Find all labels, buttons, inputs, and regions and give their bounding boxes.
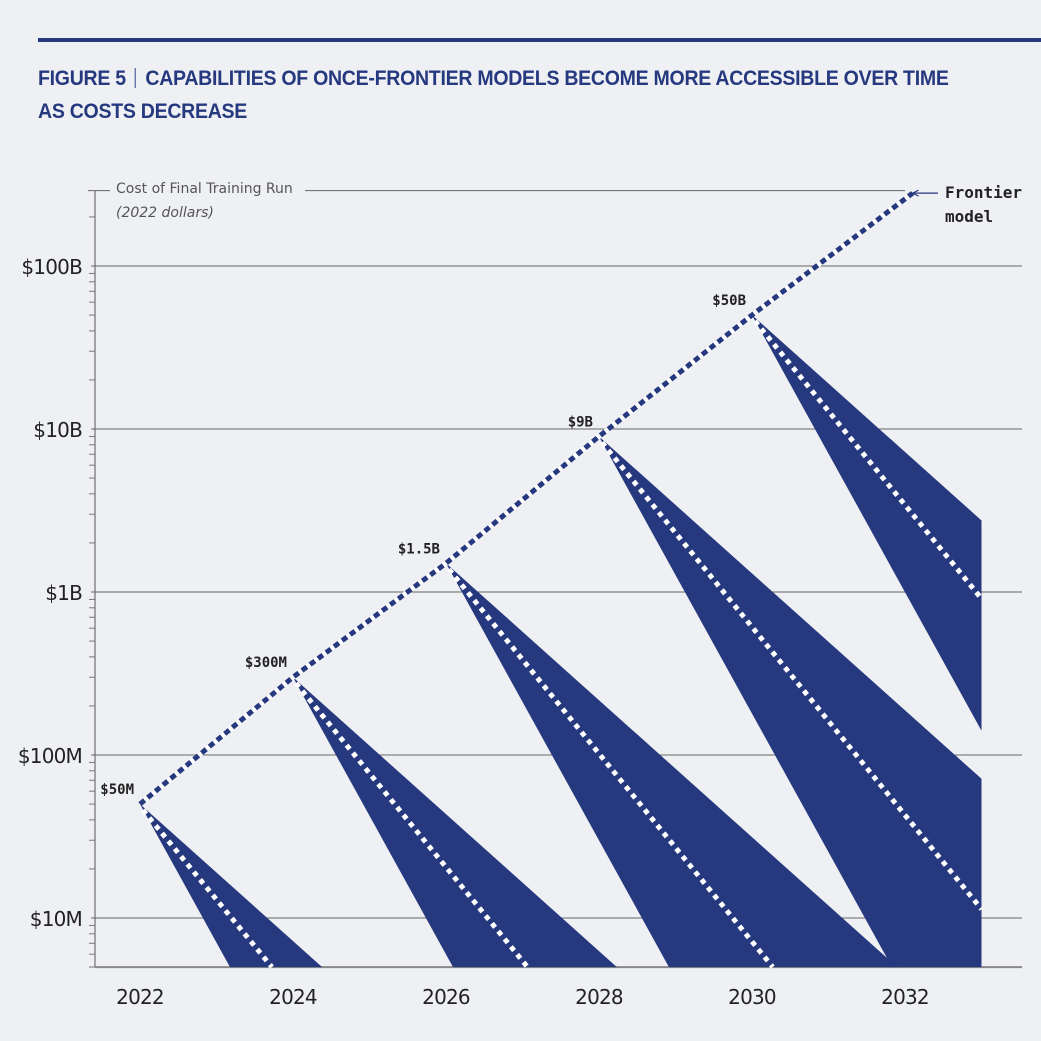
x-tick-label: 2022	[116, 985, 164, 1009]
y-axis-sublabel: (2022 dollars)	[116, 205, 214, 221]
x-tick-label: 2024	[269, 985, 317, 1009]
title-line2: AS COSTS DECREASE	[38, 100, 248, 123]
y-tick-label: $10B	[33, 418, 82, 442]
frontier-legend-line2: model	[945, 207, 993, 226]
frontier-legend-line1: Frontier	[945, 183, 1022, 202]
cost-decline-cone	[599, 436, 982, 968]
top-rule	[38, 38, 1041, 42]
cone-central-dotted-line	[600, 440, 984, 911]
cost-decline-cone	[752, 315, 982, 731]
x-tick-label: 2032	[881, 985, 929, 1009]
frontier-point-label: $9B	[568, 414, 593, 430]
cost-decline-cone	[446, 563, 898, 968]
frontier-point-label: $50B	[712, 293, 746, 309]
x-tick-label: 2030	[728, 985, 776, 1009]
title-separator	[135, 68, 137, 88]
cost-decline-cone	[140, 804, 323, 968]
y-tick-label: $1B	[45, 581, 82, 605]
cone-central-dotted-line	[141, 808, 274, 969]
frontier-point-label: $1.5B	[398, 541, 440, 557]
y-axis-label: Cost of Final Training Run	[116, 181, 293, 197]
cone-central-dotted-line	[294, 681, 530, 969]
figure-label: FIGURE 5	[38, 67, 126, 90]
frontier-legend-label: Frontier model	[945, 183, 1022, 226]
arrowhead-icon	[911, 189, 919, 197]
title-line1: CAPABILITIES OF ONCE-FRONTIER MODELS BEC…	[145, 67, 949, 90]
y-tick-label: $100B	[21, 255, 82, 279]
y-tick-label: $10M	[30, 907, 82, 931]
frontier-point-label: $50M	[100, 782, 134, 798]
frontier-point-label: $300M	[245, 655, 287, 671]
y-tick-label: $100M	[18, 744, 82, 768]
cost-decline-cone	[293, 677, 617, 968]
chart-title: FIGURE 5 CAPABILITIES OF ONCE-FRONTIER MO…	[38, 62, 959, 128]
frontier-dotted-line	[138, 191, 915, 806]
x-tick-label: 2028	[575, 985, 623, 1009]
x-tick-label: 2026	[422, 985, 470, 1009]
